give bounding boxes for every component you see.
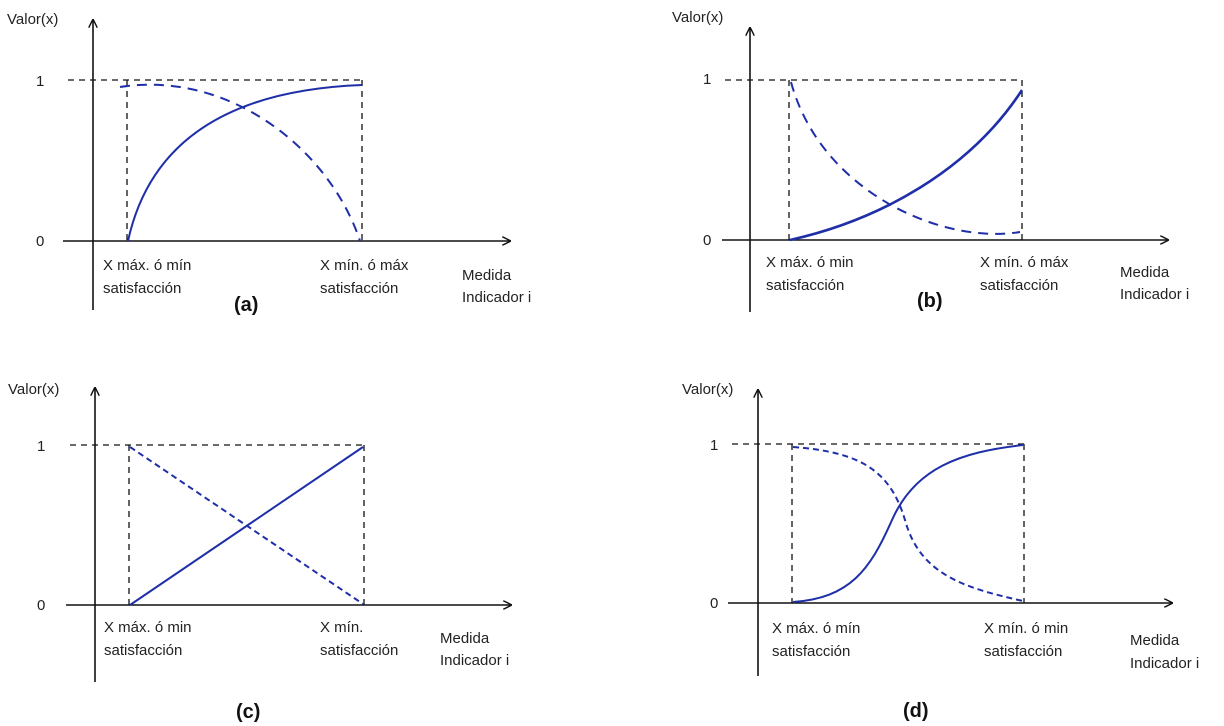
tick-label-0: 0 — [703, 232, 711, 249]
x-axis-label-line2: Indicador i — [1120, 286, 1189, 303]
panel-c: Valor(x) 1 0 X máx. ó min satisfacción X… — [8, 381, 511, 723]
x-end-label-line2: satisfacción — [320, 280, 398, 297]
x-start-label-line2: satisfacción — [103, 280, 181, 297]
x-start-label-line2: satisfacción — [766, 277, 844, 294]
decreasing-s-curve-dashed — [792, 446, 1024, 602]
increasing-curve — [127, 84, 363, 242]
tick-label-1: 1 — [36, 73, 44, 90]
y-axis-label: Valor(x) — [8, 381, 59, 398]
x-axis-label-line2: Indicador i — [462, 289, 531, 306]
x-start-label: X máx. ó min — [104, 619, 192, 636]
panel-caption: (c) — [236, 701, 260, 723]
x-end-label: X mín. ó máx — [320, 257, 409, 274]
tick-label-1: 1 — [710, 437, 718, 454]
x-end-label-line2: satisfacción — [984, 643, 1062, 660]
x-axis-label: Medida — [462, 267, 512, 284]
x-axis-label-line2: Indicador i — [1130, 655, 1199, 672]
x-end-label: X mín. ó máx — [980, 254, 1069, 271]
panel-caption: (d) — [903, 700, 929, 722]
panel-caption: (b) — [917, 290, 943, 312]
x-axis-label: Medida — [1120, 264, 1170, 281]
panel-b: Valor(x) 1 0 X máx. ó min satisfacción X… — [672, 9, 1189, 312]
decreasing-curve-dashed — [790, 81, 1021, 235]
y-axis-label: Valor(x) — [7, 11, 58, 28]
decreasing-line-dashed — [129, 446, 364, 605]
x-start-label: X máx. ó min — [766, 254, 854, 271]
tick-label-0: 0 — [710, 595, 718, 612]
increasing-curve — [789, 89, 1024, 242]
x-start-label: X máx. ó mín — [772, 620, 860, 637]
x-axis-label-line2: Indicador i — [440, 652, 509, 669]
y-axis-label: Valor(x) — [672, 9, 723, 26]
x-end-label: X mín. ó min — [984, 620, 1068, 637]
decreasing-curve-dashed — [119, 83, 361, 242]
increasing-s-curve — [792, 444, 1024, 603]
x-axis-label: Medida — [1130, 632, 1180, 649]
tick-label-0: 0 — [37, 597, 45, 614]
x-axis-label: Medida — [440, 630, 490, 647]
panel-a: Valor(x) 1 0 X máx. ó mín satisfacción X… — [7, 11, 531, 316]
x-start-label-line2: satisfacción — [104, 642, 182, 659]
panel-caption: (a) — [234, 294, 258, 316]
x-end-label: X mín. — [320, 619, 363, 636]
tick-label-1: 1 — [37, 438, 45, 455]
x-end-label-line2: satisfacción — [980, 277, 1058, 294]
y-axis-label: Valor(x) — [682, 381, 733, 398]
tick-label-1: 1 — [703, 71, 711, 88]
x-start-label: X máx. ó mín — [103, 257, 191, 274]
x-end-label-line2: satisfacción — [320, 642, 398, 659]
panel-d: Valor(x) 1 0 X máx. ó mín satisfacción X… — [682, 381, 1199, 722]
x-start-label-line2: satisfacción — [772, 643, 850, 660]
tick-label-0: 0 — [36, 233, 44, 250]
